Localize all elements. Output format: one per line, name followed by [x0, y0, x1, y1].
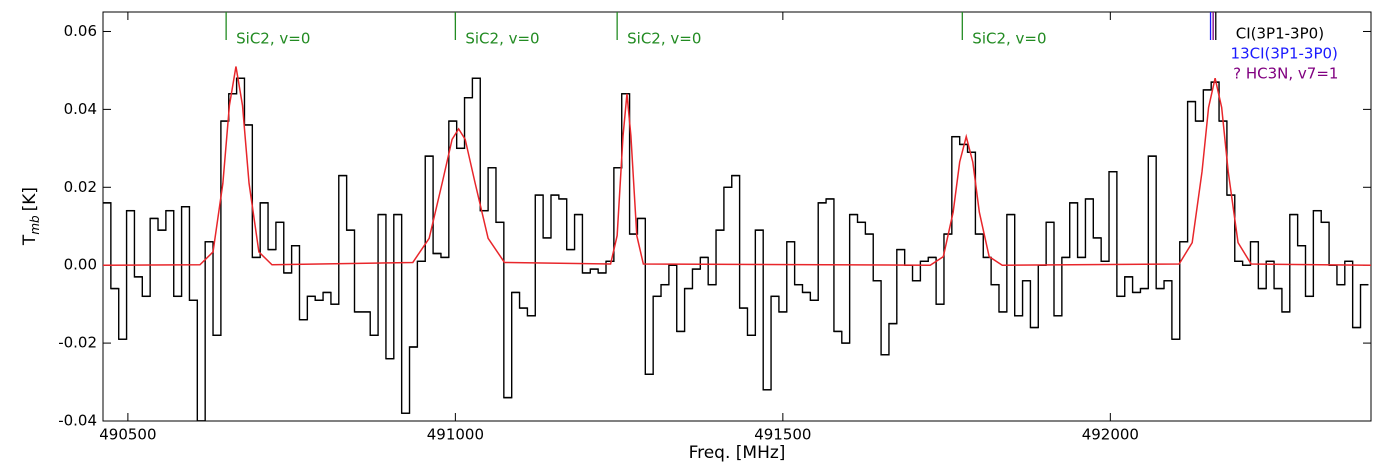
y-label-main: T: [20, 234, 40, 246]
step-outline: [103, 77, 1369, 421]
line-label: 13CI(3P1-3P0): [1231, 45, 1338, 63]
plot-frame: [102, 11, 1372, 422]
y-tick-label: -0.02: [58, 334, 97, 352]
line-label: ? HC3N, v7=1: [1233, 65, 1338, 83]
y-tick-label: -0.04: [58, 412, 97, 430]
y-tick-label: 0.02: [64, 178, 97, 196]
line-label: SiC2, v=0: [972, 30, 1046, 48]
x-tick-label: 491500: [754, 426, 811, 444]
fit-line: [103, 66, 1371, 266]
y-tick-label: 0.00: [64, 256, 97, 274]
x-tick-label: 491000: [427, 426, 484, 444]
y-label-sub: mb: [28, 215, 42, 235]
line-label: CI(3P1-3P0): [1236, 25, 1324, 43]
line-label: SiC2, v=0: [236, 30, 310, 48]
y-label-unit: [K]: [20, 187, 40, 211]
line-label: SiC2, v=0: [465, 30, 539, 48]
x-tick-label: 492000: [1082, 426, 1139, 444]
y-axis-label: Tmb [K]: [20, 187, 42, 246]
x-tick-label: 490500: [99, 426, 156, 444]
line-label: SiC2, v=0: [627, 30, 701, 48]
y-tick-label: 0.04: [64, 100, 97, 118]
y-tick-label: 0.06: [64, 22, 97, 40]
x-axis-label: Freq. [MHz]: [689, 443, 786, 463]
